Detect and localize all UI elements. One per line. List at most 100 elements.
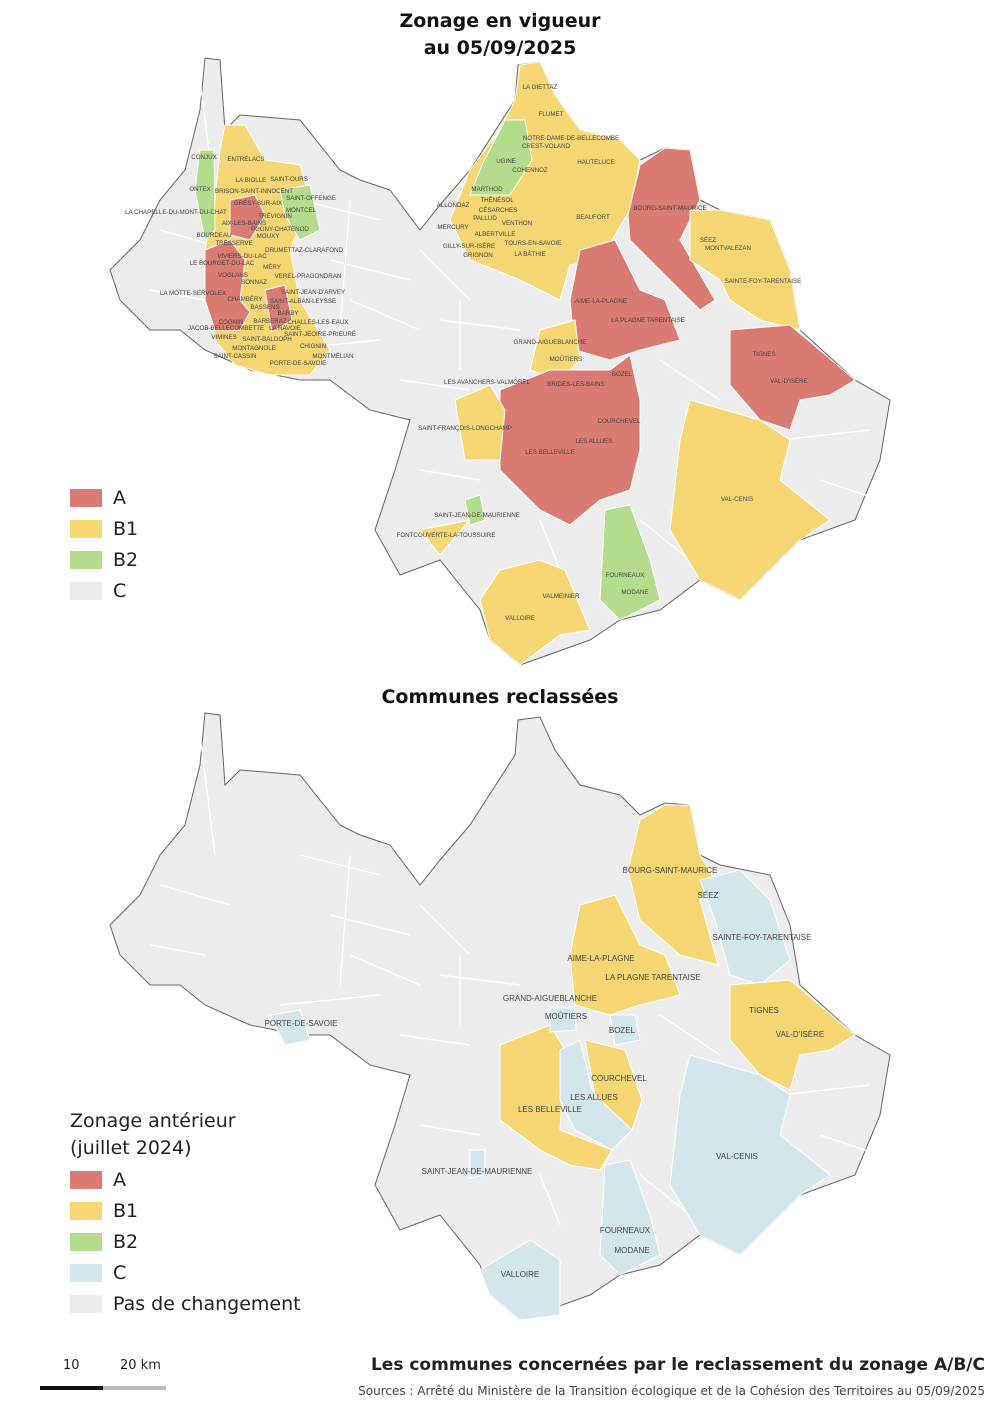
commune-label: VAL-D'ISÈRE (770, 378, 808, 385)
legend-label: A (113, 486, 126, 509)
zone-saint-jean-b2 (464, 494, 486, 526)
footer-title: Les communes concernées par le reclassem… (370, 1355, 985, 1375)
zone-seez-c (699, 869, 791, 986)
commune-label: SÉEZ (700, 237, 716, 244)
legend-swatch (70, 1263, 102, 1282)
commune-label: BOZEL (612, 371, 633, 378)
legend-swatch (70, 550, 102, 569)
commune-label: LE BOURGET-DU-LAC (190, 260, 255, 267)
commune-label: GRIGNON (463, 252, 493, 259)
commune-border (779, 1084, 871, 1096)
zone-aix-les-bains-a (229, 194, 266, 241)
commune-label: BOURG-SAINT-MAURICE (633, 205, 706, 212)
commune-border (329, 914, 411, 936)
commune-label: FLUMET (539, 111, 564, 118)
commune-border (419, 904, 471, 956)
commune-label: MARTHOD (471, 186, 503, 193)
legend-label: C (113, 579, 127, 602)
zone-bourg-saint-maurice-a (627, 147, 716, 311)
bottom-map: BOURG-SAINT-MAURICE SÉEZ SAINTE-FOY-TARENT… (109, 712, 891, 1321)
commune-label: LES BELLEVILLE (525, 449, 575, 456)
zone-la-ravoie-a (264, 284, 293, 333)
commune-label: SAINT-BALDOPH (242, 336, 292, 343)
commune-label: CHIGNIN (300, 343, 326, 350)
commune-border (659, 359, 721, 401)
commune-label: AIME-LA-PLAGNE (575, 298, 627, 305)
legend-label: B1 (113, 517, 139, 540)
commune-label: GRAND-AIGUEBLANCHE (503, 994, 597, 1003)
scale-segment-light (103, 1386, 166, 1390)
commune-border (439, 319, 521, 331)
commune-label: PORTE-DE-SAVOIE (264, 1019, 337, 1028)
top-map-title-line1: Zonage en vigueur (399, 10, 601, 32)
commune-label: CÉSARCHES (479, 207, 518, 214)
zone-trois-vallees-a (499, 354, 641, 526)
commune-border (539, 519, 561, 571)
commune-label: MOÛTIERS (545, 1012, 587, 1021)
commune-border (159, 884, 231, 906)
commune-label: VAL-CENIS (716, 1152, 758, 1161)
commune-label: MERCURY (437, 224, 468, 231)
commune-label: PUGNY-CHATENOD (251, 226, 309, 233)
commune-border (439, 974, 521, 986)
commune-border (279, 994, 381, 1006)
commune-label: MONTAGNOLE (232, 345, 276, 352)
commune-label: BASSENS (250, 304, 279, 311)
zone-courchevel-b1 (584, 1039, 643, 1131)
zone-modane-c (599, 1159, 661, 1276)
zone-saint-francois-b1 (454, 384, 506, 461)
commune-label: LA BIOLLE (236, 177, 267, 184)
commune-label: MONTCEL (286, 207, 317, 214)
zone-bourg-saint-maurice-b1 (627, 804, 719, 966)
commune-label: COGNIN (219, 319, 244, 326)
commune-label: VAL-CENIS (721, 496, 753, 503)
commune-label: SAINT-JEAN-DE-MAURIENNE (422, 1167, 533, 1176)
commune-border (639, 519, 691, 561)
commune-label: ENTRELACS (227, 156, 264, 163)
commune-label: LA CHAPELLE-DU-MONT-DU-CHAT (125, 209, 227, 216)
commune-label: GRÉSY-SUR-AIX (234, 200, 282, 207)
commune-border (339, 854, 351, 986)
commune-label: AIME-LA-PLAGNE (567, 954, 634, 963)
legend-swatch (70, 1294, 102, 1313)
commune-label: CREST-VOLAND (522, 143, 571, 150)
commune-label: SAINTE-FOY-TARENTAISE (713, 933, 812, 942)
commune-label: FOURNEAUX (600, 1226, 651, 1235)
top-commune-borders (149, 79, 881, 571)
legend-swatch (70, 519, 102, 538)
legend-item-a: A (70, 482, 138, 513)
commune-border (349, 954, 421, 986)
commune-label: BOZEL (609, 1026, 636, 1035)
legend-subtitle: (juillet 2024) (70, 1137, 192, 1159)
zone-bozel-c (609, 1014, 641, 1046)
zone-val-cenis-b1 (669, 399, 831, 601)
legend-title: Zonage antérieur (70, 1110, 236, 1132)
legend-item-c: C (70, 575, 138, 606)
commune-label: LES ALLUES (570, 1093, 618, 1102)
legend-item-a: A (70, 1164, 301, 1195)
commune-label: LA PLAGNE TARENTAISE (611, 317, 685, 324)
commune-label: TRÉVIGNIN (258, 213, 292, 220)
commune-label: COURCHEVEL (591, 1074, 647, 1083)
commune-label: MODANE (614, 1246, 649, 1255)
legend-swatch (70, 1201, 102, 1220)
commune-label: SAINT-JEAN-D'ARVEY (281, 289, 345, 296)
commune-label: AIX-LES-BAINS (222, 220, 266, 227)
commune-border (819, 1134, 881, 1156)
commune-label: LA PLAGNE TARENTAISE (605, 973, 700, 982)
zone-les-belleville-b1 (499, 1024, 613, 1171)
commune-label: GRAND-AIGUEBLANCHE (514, 339, 587, 346)
commune-label: UGINE (496, 158, 516, 165)
commune-label: LA MOTTE-SERVOLEX (160, 290, 226, 297)
commune-label: FONTCOUVERTE-LA-TOUSSUIRE (397, 532, 496, 539)
commune-border (339, 199, 351, 331)
commune-label: PORTE-DE-SAVOIE (270, 360, 327, 367)
legend-item-c: C (70, 1257, 301, 1288)
commune-label: VALLOIRE (505, 615, 535, 622)
commune-label: VOGLANS (218, 272, 248, 279)
legend-item-b2: B2 (70, 1226, 301, 1257)
scale-segment-dark (40, 1386, 103, 1390)
legend-label: B2 (113, 548, 139, 571)
commune-label: NOTRE-DAME-DE-BELLECOMBE (523, 135, 619, 142)
commune-border (639, 1174, 691, 1216)
